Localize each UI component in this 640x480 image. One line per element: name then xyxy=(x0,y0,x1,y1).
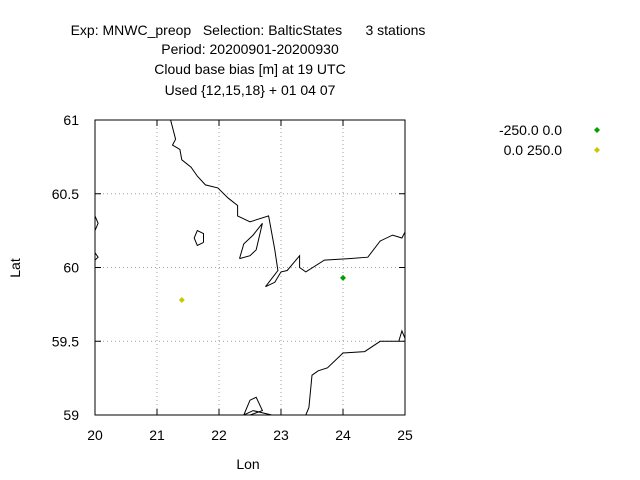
y-axis-label: Lat xyxy=(7,258,23,278)
coastline-map xyxy=(94,119,406,416)
data-points xyxy=(178,274,346,303)
grid xyxy=(95,120,405,415)
data-point xyxy=(178,296,185,303)
y-tick-label: 60 xyxy=(63,260,79,276)
x-tick-label: 24 xyxy=(335,427,351,443)
x-tick-label: 20 xyxy=(87,427,103,443)
y-tick-label: 60.5 xyxy=(52,186,79,202)
title-line-1: Exp: MNWC_preop Selection: BalticStates … xyxy=(71,22,426,38)
x-axis-ticks: 20 21 22 23 24 25 xyxy=(87,120,413,443)
y-tick-label: 59.5 xyxy=(52,333,79,349)
coastline xyxy=(243,410,272,416)
y-tick-label: 61 xyxy=(63,112,79,128)
x-tick-label: 22 xyxy=(211,427,227,443)
coastline xyxy=(170,119,406,288)
x-tick-label: 21 xyxy=(149,427,165,443)
legend-entry-label: 0.0 250.0 xyxy=(504,142,563,158)
x-tick-label: 23 xyxy=(273,427,289,443)
coastline xyxy=(239,222,263,260)
plot-frame xyxy=(94,119,406,416)
data-point xyxy=(340,274,346,281)
y-tick-label: 59 xyxy=(63,407,79,423)
coastline xyxy=(94,215,99,231)
title-line-3: Cloud base bias [m] at 19 UTC xyxy=(154,61,345,77)
x-tick-label: 25 xyxy=(397,427,413,443)
coastline xyxy=(193,229,204,247)
title-line-2: Period: 20200901-20200930 xyxy=(161,41,339,57)
legend-entry-marker xyxy=(594,127,600,133)
coastline xyxy=(94,252,99,261)
title-line-4: Used {12,15,18} + 01 04 07 xyxy=(165,82,336,98)
x-axis-label: Lon xyxy=(236,456,259,472)
coastline xyxy=(305,329,406,416)
y-axis-ticks: 59 59.5 60 60.5 61 xyxy=(52,112,405,423)
legend: -250.0 0.0 0.0 250.0 xyxy=(499,122,600,158)
chart-title: Exp: MNWC_preop Selection: BalticStates … xyxy=(71,22,426,98)
legend-entry-label: -250.0 0.0 xyxy=(499,122,562,138)
legend-entry-marker xyxy=(594,147,600,153)
